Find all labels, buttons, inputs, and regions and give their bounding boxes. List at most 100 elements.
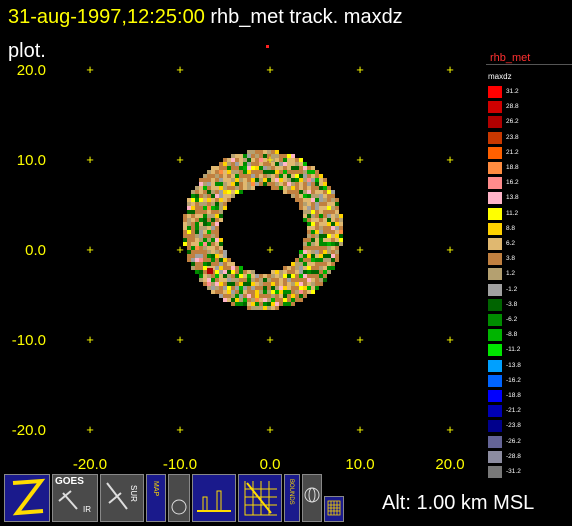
radar-marker (266, 45, 269, 48)
legend-swatch (488, 298, 502, 311)
legend-label: 28.8 (506, 103, 519, 111)
legend-label: 26.2 (506, 118, 519, 126)
legend-label: -16.2 (506, 376, 521, 384)
legend-swatch (488, 344, 502, 357)
cross-section-button[interactable] (192, 474, 236, 522)
x-tick-label: 0.0 (259, 456, 281, 473)
legend-swatch (488, 238, 502, 250)
goes-label: GOES (55, 476, 84, 487)
grid-button[interactable] (324, 496, 344, 522)
grid-marker: + (86, 62, 94, 77)
legend-label: 23.8 (506, 133, 519, 141)
legend-swatch (488, 405, 502, 418)
legend-divider (486, 64, 572, 65)
goes-ir-button[interactable]: GOES IR (52, 474, 98, 522)
zoom-button[interactable] (4, 474, 50, 522)
legend-label: 16.2 (506, 179, 519, 187)
legend-swatch (488, 359, 502, 372)
legend-label: 11.2 (506, 209, 519, 217)
legend-swatch (488, 222, 502, 235)
y-tick-label: -10.0 (11, 332, 46, 349)
grid-marker: + (176, 152, 184, 167)
grid-marker: + (356, 422, 364, 437)
legend-swatch (488, 162, 502, 174)
legend-swatch (488, 450, 502, 463)
grid-marker: + (446, 242, 454, 257)
grid-marker: + (266, 152, 274, 167)
legend-subtitle: maxdz (488, 72, 512, 81)
ring-button[interactable] (168, 474, 190, 522)
legend-title: rhb_met (490, 52, 531, 64)
legend-label: -3.8 (506, 300, 518, 308)
legend-swatch (488, 420, 502, 433)
y-tick-label: 20.0 (16, 62, 46, 79)
altitude-label: Alt: 1.00 km MSL (382, 492, 535, 514)
legend-swatch (488, 192, 502, 205)
zoom-icon (12, 478, 46, 516)
globe-button[interactable] (302, 474, 322, 522)
radar-plot[interactable] (0, 0, 480, 470)
sur-label: SUR (129, 485, 138, 502)
y-tick-label: 10.0 (16, 152, 46, 169)
title-continuation: plot. (8, 40, 46, 62)
x-tick-label: -20.0 (72, 456, 108, 473)
cross-section-icon (197, 490, 231, 512)
echo-ring (183, 150, 343, 310)
toolbar: GOES IR SUR MAP BOUNDS (4, 474, 344, 522)
legend-swatch (488, 329, 502, 342)
legend-label: -23.8 (506, 422, 521, 430)
legend-swatch (488, 101, 502, 114)
plot-title: 31-aug-1997,12:25:00 rhb_met track. maxd… (8, 6, 403, 29)
legend-swatch (488, 374, 502, 387)
bounds-button[interactable]: BOUNDS (284, 474, 300, 522)
grid-marker: + (356, 62, 364, 77)
ir-label: IR (83, 505, 91, 514)
legend-label: -26.2 (506, 437, 521, 445)
grid-marker: + (86, 152, 94, 167)
title-text: rhb_met track. maxdz (204, 6, 403, 28)
legend-label: -13.8 (506, 361, 521, 369)
legend-swatch (488, 390, 502, 402)
globe-icon (304, 487, 320, 503)
grid-marker: + (446, 62, 454, 77)
graph-button[interactable] (238, 474, 282, 522)
legend-swatch (488, 86, 502, 98)
x-tick-label: 20.0 (435, 456, 465, 473)
grid-marker: + (446, 332, 454, 347)
map-button[interactable]: MAP (146, 474, 166, 522)
legend-label: 18.8 (506, 164, 519, 171)
graph-icon (244, 481, 277, 516)
grid-marker: + (176, 332, 184, 347)
legend-label: 6.2 (506, 240, 516, 247)
legend-swatch (488, 466, 502, 478)
legend-swatch (488, 268, 502, 281)
legend-label: 21.2 (506, 148, 519, 156)
grid-marker: + (356, 332, 364, 347)
legend-label: -6.2 (506, 316, 518, 323)
grid-icon (327, 500, 341, 516)
grid-marker: + (446, 422, 454, 437)
legend-swatch (488, 177, 502, 190)
grid-marker: + (176, 422, 184, 437)
grid-marker: + (266, 332, 274, 347)
grid-marker: + (266, 422, 274, 437)
legend-label: -18.8 (506, 392, 521, 399)
map-label: MAP (152, 481, 159, 497)
legend-label: -28.8 (506, 452, 521, 460)
legend-swatch (488, 314, 502, 326)
legend-swatch (488, 435, 502, 448)
grid-marker: + (266, 242, 274, 257)
grid-marker: + (356, 242, 364, 257)
x-tick-label: 10.0 (345, 456, 375, 473)
legend-label: -11.2 (506, 346, 521, 354)
legend-swatch (488, 116, 502, 129)
legend-label: -31.2 (506, 468, 521, 475)
legend-label: -21.2 (506, 407, 521, 415)
legend-label: -1.2 (506, 285, 518, 293)
y-tick-label: 0.0 (25, 242, 46, 259)
satellite-icon (58, 490, 78, 510)
grid-marker: + (86, 332, 94, 347)
grid-marker: + (176, 62, 184, 77)
surveillance-button[interactable]: SUR (100, 474, 144, 522)
legend-swatch (488, 146, 502, 159)
